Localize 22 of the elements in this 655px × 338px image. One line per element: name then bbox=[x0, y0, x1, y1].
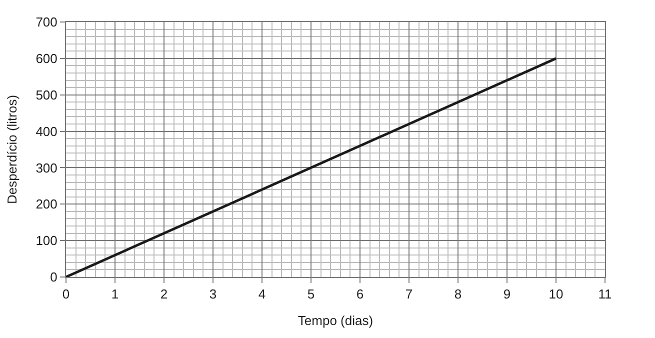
y-tick-label: 600 bbox=[36, 50, 58, 66]
y-tick-label: 300 bbox=[36, 160, 58, 176]
y-tick-label: 200 bbox=[36, 196, 58, 212]
y-tick-label: 0 bbox=[50, 270, 58, 285]
y-tick-label: 400 bbox=[36, 124, 58, 139]
y-tick-label: 500 bbox=[36, 87, 58, 102]
x-tick-label: 10 bbox=[548, 286, 564, 302]
x-axis-title: Tempo (dias) bbox=[298, 313, 374, 328]
x-tick-label: 4 bbox=[258, 286, 266, 302]
x-tick-label: 8 bbox=[454, 286, 462, 302]
x-tick-label: 7 bbox=[405, 286, 413, 302]
x-tick-label: 1 bbox=[111, 286, 119, 302]
x-tick-label: 6 bbox=[356, 286, 364, 302]
x-tick-label: 2 bbox=[160, 286, 168, 302]
y-tick-label: 700 bbox=[36, 14, 58, 30]
x-tick-label: 0 bbox=[62, 286, 70, 302]
x-tick-label: 3 bbox=[209, 286, 217, 302]
x-tick-label: 5 bbox=[307, 286, 315, 302]
x-tick-label: 11 bbox=[598, 286, 612, 302]
x-tick-label: 9 bbox=[503, 286, 511, 302]
y-tick-label: 100 bbox=[36, 233, 58, 248]
y-axis-title: Desperdício (litros) bbox=[4, 94, 20, 204]
